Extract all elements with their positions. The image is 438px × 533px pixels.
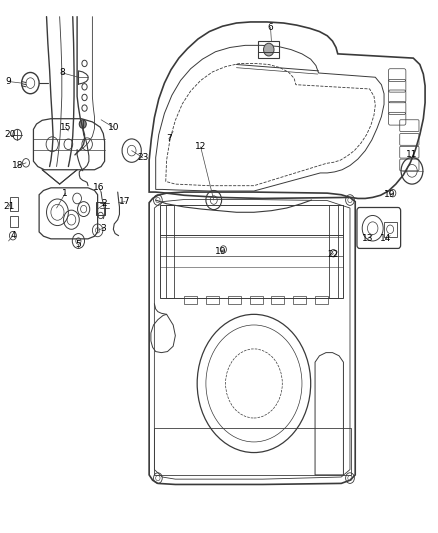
Circle shape — [79, 120, 86, 128]
Bar — [258, 41, 279, 58]
Bar — [250, 296, 263, 304]
Text: 16: 16 — [93, 183, 105, 192]
Text: 7: 7 — [166, 134, 172, 143]
Text: 9: 9 — [6, 77, 11, 86]
Text: 21: 21 — [3, 203, 14, 212]
Text: 17: 17 — [120, 197, 131, 206]
Bar — [184, 296, 197, 304]
Text: 15: 15 — [60, 123, 71, 132]
Bar — [293, 296, 306, 304]
Text: 6: 6 — [268, 23, 273, 32]
Bar — [96, 202, 106, 215]
Text: 11: 11 — [406, 150, 418, 159]
Bar — [315, 296, 328, 304]
Text: 12: 12 — [195, 142, 206, 151]
Bar — [11, 197, 18, 211]
Bar — [154, 428, 351, 475]
Text: 10: 10 — [108, 123, 119, 132]
Text: 14: 14 — [380, 235, 392, 244]
Text: 22: 22 — [327, 251, 338, 260]
Bar — [228, 296, 241, 304]
Text: 13: 13 — [362, 235, 373, 244]
Text: 19: 19 — [385, 190, 396, 199]
Text: 20: 20 — [5, 130, 16, 139]
Text: 5: 5 — [75, 240, 81, 249]
Text: 3: 3 — [100, 224, 106, 233]
Bar — [384, 222, 397, 237]
Circle shape — [264, 43, 274, 56]
Text: 2: 2 — [102, 199, 107, 208]
Text: 1: 1 — [63, 189, 68, 198]
Text: 19: 19 — [215, 247, 227, 256]
Bar — [11, 216, 18, 227]
Bar — [272, 296, 285, 304]
Bar — [160, 205, 343, 298]
Text: 4: 4 — [10, 231, 16, 240]
Text: 23: 23 — [137, 153, 148, 162]
Bar — [206, 296, 219, 304]
Text: 8: 8 — [60, 69, 66, 77]
Text: 18: 18 — [12, 161, 24, 170]
